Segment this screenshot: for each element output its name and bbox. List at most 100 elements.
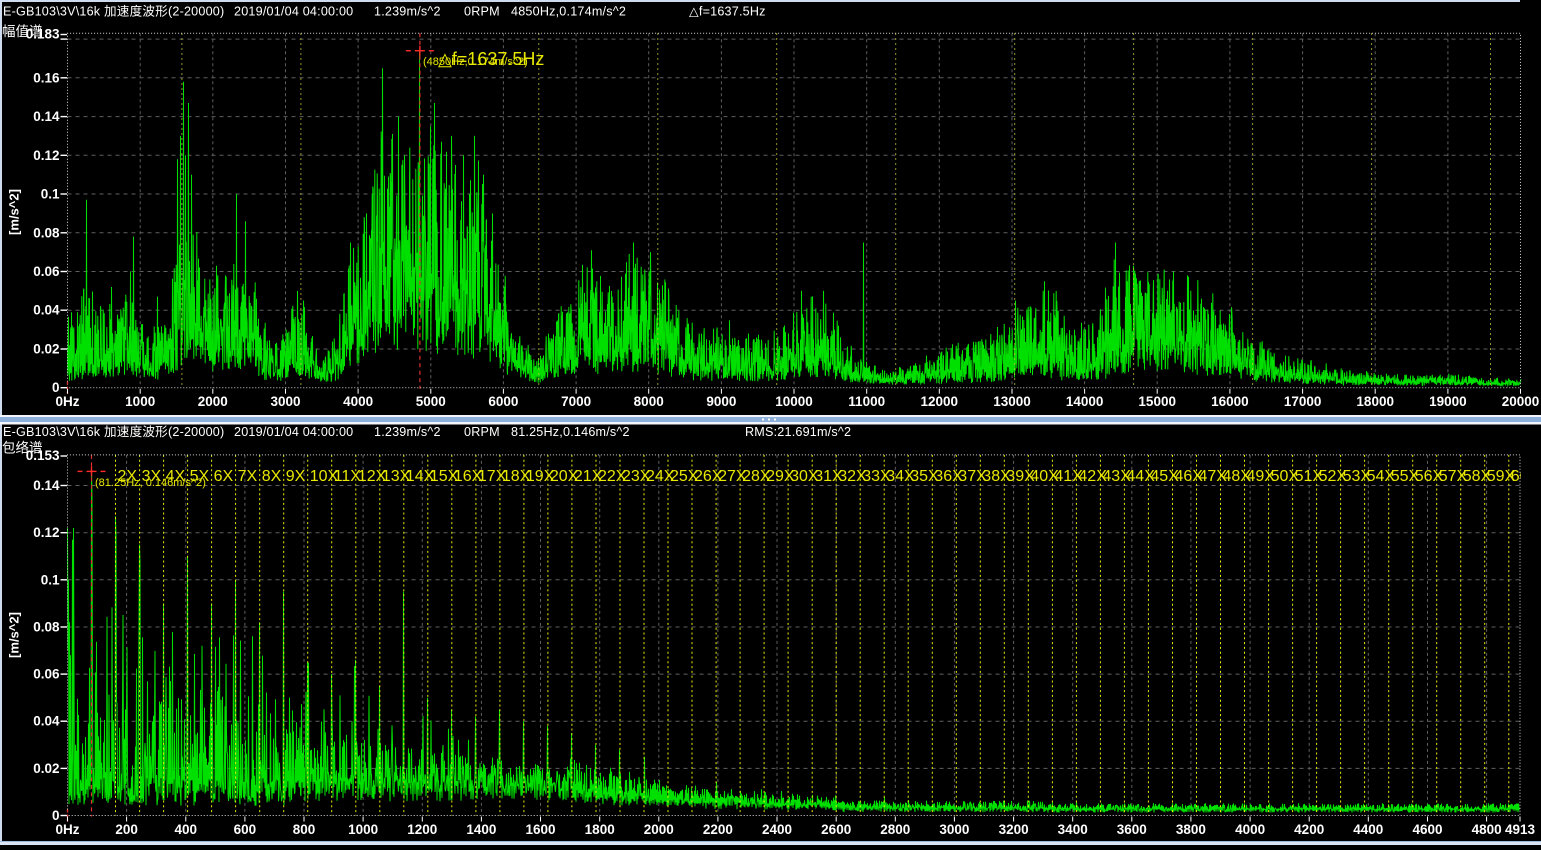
svg-text:16X: 16X [454, 468, 483, 485]
svg-text:[m/s^2]: [m/s^2] [7, 612, 22, 658]
svg-text:1.239m/s^2: 1.239m/s^2 [374, 5, 441, 19]
svg-text:0.08: 0.08 [33, 620, 60, 635]
svg-text:49X: 49X [1247, 468, 1276, 485]
svg-text:10000: 10000 [775, 394, 813, 409]
svg-text:400: 400 [175, 822, 198, 837]
svg-text:0.04: 0.04 [33, 303, 60, 318]
svg-text:2019/01/04 04:00:00: 2019/01/04 04:00:00 [234, 425, 353, 439]
svg-text:7X: 7X [238, 468, 258, 485]
svg-text:42X: 42X [1078, 468, 1107, 485]
svg-text:56X: 56X [1415, 468, 1444, 485]
svg-text:9000: 9000 [706, 394, 736, 409]
svg-text:2400: 2400 [762, 822, 792, 837]
svg-text:44X: 44X [1126, 468, 1155, 485]
svg-text:32X: 32X [838, 468, 867, 485]
svg-text:0.14: 0.14 [33, 109, 60, 124]
svg-text:2000: 2000 [198, 394, 228, 409]
svg-text:0.183: 0.183 [26, 27, 60, 42]
svg-text:9X: 9X [286, 468, 306, 485]
svg-text:0.16: 0.16 [33, 70, 60, 85]
svg-text:0: 0 [52, 808, 60, 823]
svg-text:E-GB103\3V\16k 加速度波形(2-20000): E-GB103\3V\16k 加速度波形(2-20000) [3, 4, 224, 19]
svg-text:4400: 4400 [1353, 822, 1383, 837]
svg-text:12X: 12X [358, 468, 387, 485]
svg-text:0.153: 0.153 [26, 448, 60, 463]
svg-text:1400: 1400 [466, 822, 496, 837]
svg-text:4600: 4600 [1412, 822, 1442, 837]
svg-text:600: 600 [234, 822, 257, 837]
svg-text:19000: 19000 [1429, 394, 1467, 409]
svg-text:0Hz: 0Hz [55, 394, 79, 409]
svg-text:35X: 35X [910, 468, 939, 485]
svg-text:33X: 33X [862, 468, 891, 485]
svg-text:30X: 30X [790, 468, 819, 485]
svg-text:2019/01/04 04:00:00: 2019/01/04 04:00:00 [234, 5, 353, 19]
svg-text:幅值谱: 幅值谱 [2, 24, 43, 39]
svg-text:11000: 11000 [848, 394, 885, 409]
svg-text:1800: 1800 [585, 822, 615, 837]
svg-text:18X: 18X [502, 468, 531, 485]
svg-text:5X: 5X [190, 468, 210, 485]
svg-text:5000: 5000 [416, 394, 446, 409]
svg-text:58X: 58X [1463, 468, 1492, 485]
svg-text:60X: 60X [1511, 468, 1540, 485]
svg-text:3800: 3800 [1176, 822, 1206, 837]
svg-text:14X: 14X [406, 468, 435, 485]
svg-text:52X: 52X [1319, 468, 1348, 485]
svg-text:0.08: 0.08 [33, 225, 60, 240]
svg-text:14000: 14000 [1066, 394, 1104, 409]
svg-text:2000: 2000 [644, 822, 674, 837]
svg-text:包络谱: 包络谱 [2, 441, 43, 456]
svg-text:△f=1637.5Hz: △f=1637.5Hz [438, 49, 544, 69]
svg-text:13X: 13X [382, 468, 411, 485]
svg-text:4000: 4000 [1235, 822, 1265, 837]
svg-text:15000: 15000 [1138, 394, 1176, 409]
svg-text:3000: 3000 [939, 822, 969, 837]
svg-text:53X: 53X [1343, 468, 1372, 485]
svg-text:3X: 3X [142, 468, 162, 485]
svg-text:8X: 8X [262, 468, 282, 485]
svg-text:21X: 21X [574, 468, 603, 485]
svg-text:15X: 15X [430, 468, 459, 485]
svg-text:800: 800 [293, 822, 316, 837]
svg-text:2200: 2200 [703, 822, 733, 837]
svg-text:45X: 45X [1150, 468, 1179, 485]
svg-text:1600: 1600 [525, 822, 555, 837]
svg-text:3200: 3200 [999, 822, 1029, 837]
svg-text:57X: 57X [1439, 468, 1468, 485]
svg-text:81.25Hz,0.146m/s^2: 81.25Hz,0.146m/s^2 [511, 425, 630, 439]
svg-text:1000: 1000 [125, 394, 155, 409]
svg-text:4913: 4913 [1505, 822, 1536, 837]
svg-text:31X: 31X [814, 468, 843, 485]
svg-text:4800: 4800 [1472, 822, 1502, 837]
svg-text:54X: 54X [1367, 468, 1396, 485]
svg-text:E-GB103\3V\16k 加速度波形(2-20000): E-GB103\3V\16k 加速度波形(2-20000) [3, 424, 224, 439]
svg-text:46X: 46X [1175, 468, 1204, 485]
svg-text:2600: 2600 [821, 822, 851, 837]
svg-text:0.12: 0.12 [33, 525, 59, 540]
svg-text:1000: 1000 [348, 822, 378, 837]
svg-text:0.1: 0.1 [41, 187, 60, 202]
svg-text:4200: 4200 [1294, 822, 1324, 837]
svg-text:22X: 22X [598, 468, 627, 485]
svg-text:0.06: 0.06 [33, 667, 60, 682]
svg-text:4000: 4000 [343, 394, 373, 409]
svg-text:1200: 1200 [407, 822, 437, 837]
svg-text:59X: 59X [1487, 468, 1516, 485]
svg-text:0.06: 0.06 [33, 264, 60, 279]
svg-text:△f=1637.5Hz: △f=1637.5Hz [689, 5, 766, 19]
svg-text:2X: 2X [118, 468, 138, 485]
svg-text:47X: 47X [1199, 468, 1228, 485]
svg-text:51X: 51X [1295, 468, 1324, 485]
svg-text:43X: 43X [1102, 468, 1131, 485]
svg-text:0.04: 0.04 [33, 714, 60, 729]
svg-text:2800: 2800 [880, 822, 910, 837]
svg-text:41X: 41X [1054, 468, 1083, 485]
svg-text:36X: 36X [934, 468, 963, 485]
svg-text:[m/s^2]: [m/s^2] [7, 189, 22, 235]
svg-text:13000: 13000 [993, 394, 1031, 409]
svg-text:27X: 27X [718, 468, 747, 485]
svg-text:RMS:21.691m/s^2: RMS:21.691m/s^2 [745, 425, 851, 439]
svg-text:200: 200 [115, 822, 138, 837]
svg-text:(4850Hz,0.174m/s^2): (4850Hz,0.174m/s^2) [423, 56, 528, 68]
